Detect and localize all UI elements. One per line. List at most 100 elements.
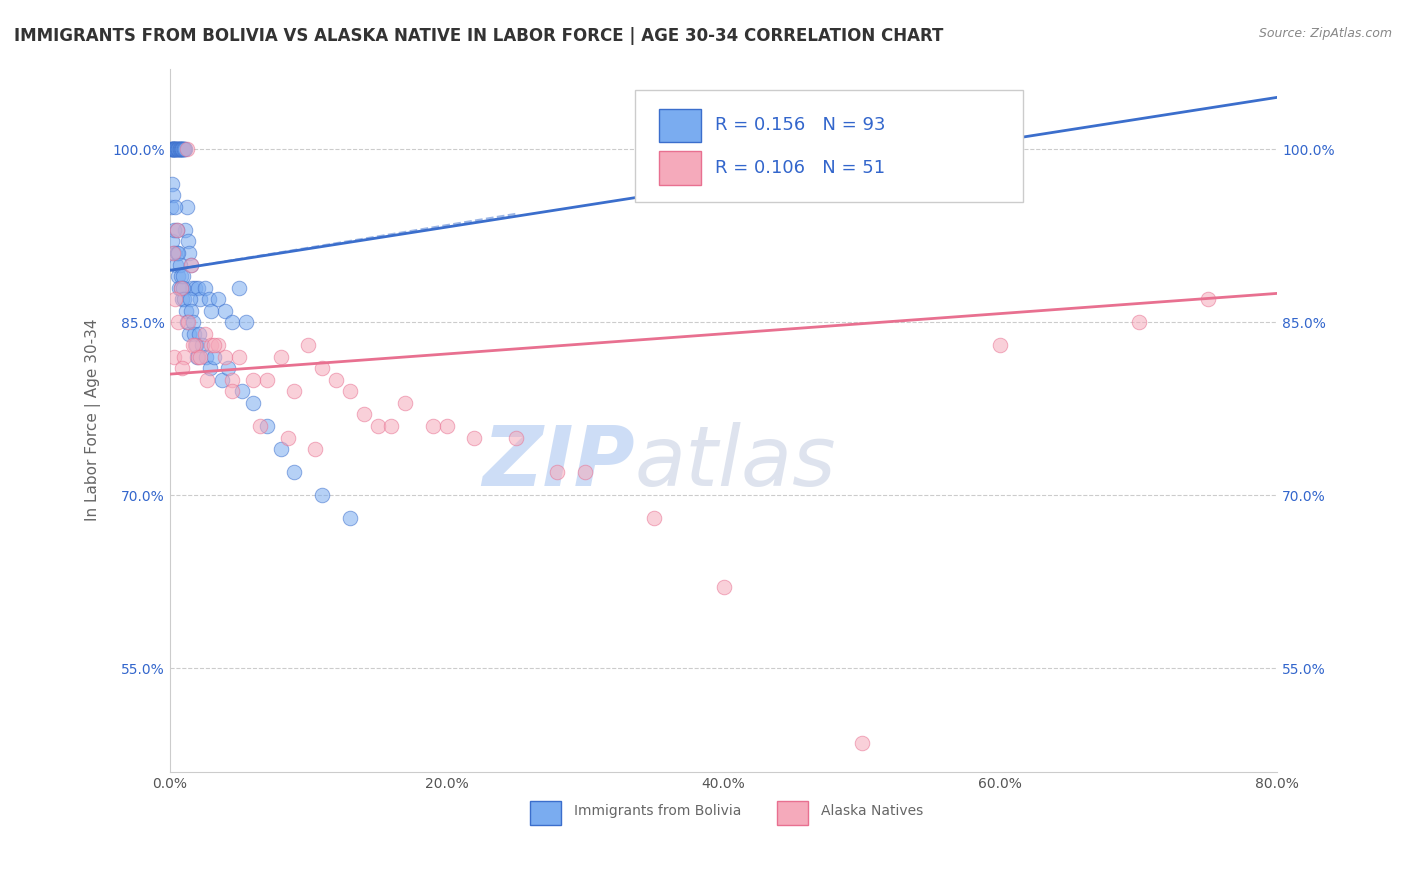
Point [177, 326, 200, 341]
Point [277, 431, 299, 445]
Point [174, 303, 197, 318]
Point [297, 338, 319, 352]
Point [283, 465, 305, 479]
Point [162, 188, 184, 202]
Point [172, 142, 194, 156]
Point [166, 223, 188, 237]
Point [184, 338, 207, 352]
Point [990, 338, 1012, 352]
Point [165, 142, 187, 156]
Point [311, 361, 333, 376]
Point [172, 142, 194, 156]
FancyBboxPatch shape [659, 151, 702, 185]
Point [166, 223, 188, 237]
Point [163, 223, 186, 237]
FancyBboxPatch shape [776, 801, 807, 825]
Point [242, 396, 264, 410]
Point [283, 384, 305, 399]
Point [165, 142, 187, 156]
Point [394, 396, 416, 410]
Point [221, 384, 243, 399]
Point [851, 736, 873, 750]
Point [179, 292, 201, 306]
Point [339, 511, 361, 525]
Point [170, 280, 193, 294]
Point [167, 269, 190, 284]
Point [170, 142, 193, 156]
Point [186, 350, 208, 364]
Point [162, 142, 184, 156]
Point [167, 142, 190, 156]
Point [214, 350, 236, 364]
FancyBboxPatch shape [636, 89, 1022, 202]
Point [163, 142, 186, 156]
Point [166, 142, 188, 156]
Point [194, 350, 217, 364]
Point [311, 488, 333, 502]
Point [325, 373, 347, 387]
Point [180, 258, 202, 272]
Point [160, 200, 183, 214]
Point [221, 315, 243, 329]
Point [353, 408, 375, 422]
Point [1128, 315, 1150, 329]
Point [173, 350, 195, 364]
Point [173, 142, 195, 156]
Point [160, 142, 183, 156]
Point [165, 292, 187, 306]
Point [162, 142, 184, 156]
Point [172, 269, 194, 284]
Point [165, 142, 187, 156]
Point [574, 465, 596, 479]
Point [160, 177, 183, 191]
Point [162, 142, 184, 156]
Point [207, 338, 229, 352]
Point [183, 338, 205, 352]
FancyBboxPatch shape [530, 801, 561, 825]
Point [643, 511, 665, 525]
Point [228, 280, 250, 294]
Point [173, 292, 195, 306]
Text: R = 0.156   N = 93: R = 0.156 N = 93 [714, 117, 886, 135]
Point [172, 292, 194, 306]
Point [172, 361, 194, 376]
Point [422, 419, 444, 434]
Point [184, 280, 207, 294]
Point [211, 373, 233, 387]
Point [547, 465, 569, 479]
Point [304, 442, 326, 456]
Point [228, 350, 250, 364]
Point [177, 315, 200, 329]
Text: atlas: atlas [636, 422, 837, 503]
Point [190, 338, 212, 352]
Text: R = 0.106   N = 51: R = 0.106 N = 51 [714, 159, 884, 177]
Point [193, 280, 215, 294]
Point [214, 303, 236, 318]
Point [173, 142, 195, 156]
Y-axis label: In Labor Force | Age 30-34: In Labor Force | Age 30-34 [86, 319, 101, 522]
Point [163, 142, 186, 156]
Point [221, 373, 243, 387]
Text: ZIP: ZIP [482, 422, 636, 503]
Point [339, 384, 361, 399]
Point [436, 419, 458, 434]
Point [235, 315, 257, 329]
Point [162, 246, 184, 260]
Point [176, 200, 198, 214]
Point [167, 142, 190, 156]
Text: Immigrants from Bolivia: Immigrants from Bolivia [574, 804, 741, 818]
Point [169, 142, 191, 156]
Point [160, 142, 183, 156]
Point [380, 419, 402, 434]
Point [180, 303, 202, 318]
Point [202, 350, 225, 364]
Point [217, 361, 239, 376]
Point [174, 223, 197, 237]
Point [170, 269, 193, 284]
Point [169, 280, 191, 294]
Point [177, 235, 200, 249]
Point [166, 142, 188, 156]
Point [181, 280, 204, 294]
Point [166, 142, 188, 156]
Point [162, 235, 184, 249]
